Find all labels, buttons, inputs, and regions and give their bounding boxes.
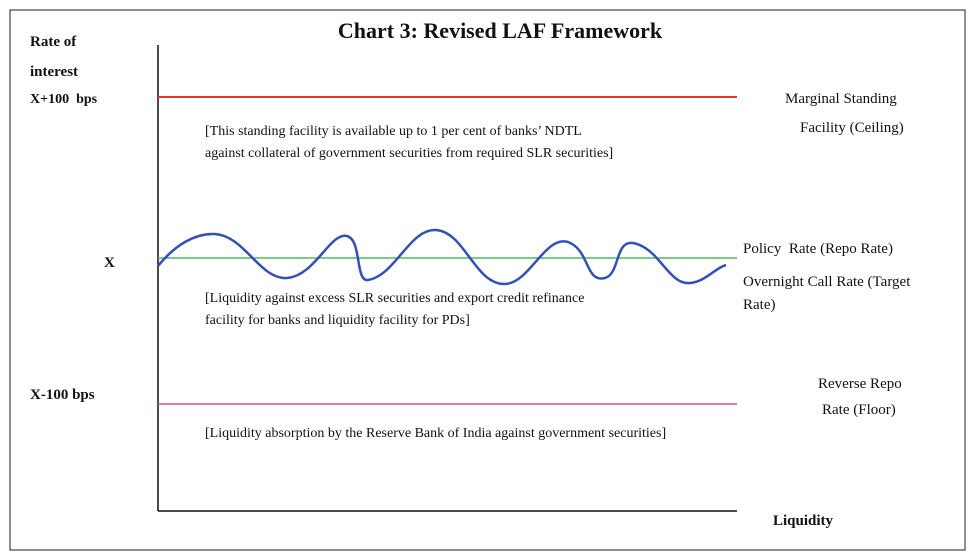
level-label: X+100 bps <box>30 92 98 107</box>
rate-label: Rate) <box>743 297 775 313</box>
rate-label: Overnight Call Rate (Target <box>743 274 911 290</box>
y-axis-label: Rate of <box>30 34 77 50</box>
note: facility for banks and liquidity facilit… <box>205 313 470 328</box>
note: [Liquidity against excess SLR securities… <box>205 291 584 306</box>
rate-label: Rate (Floor) <box>822 402 896 418</box>
note: [This standing facility is available up … <box>205 124 582 139</box>
title: Chart 3: Revised LAF Framework <box>338 18 663 43</box>
call-rate-wave <box>157 228 727 286</box>
rate-label: Marginal Standing <box>785 91 897 107</box>
x-axis-label: Liquidity <box>773 513 834 529</box>
y-axis-label: interest <box>30 64 78 80</box>
frame <box>9 9 966 551</box>
rate-label: Facility (Ceiling) <box>800 120 904 136</box>
rate-label: Reverse Repo <box>818 376 902 392</box>
note: against collateral of government securit… <box>205 146 613 161</box>
level-label: X-100 bps <box>30 387 95 403</box>
note: [Liquidity absorption by the Reserve Ban… <box>205 426 666 441</box>
rate-label: Policy Rate (Repo Rate) <box>743 241 893 257</box>
level-label: X <box>104 255 115 271</box>
